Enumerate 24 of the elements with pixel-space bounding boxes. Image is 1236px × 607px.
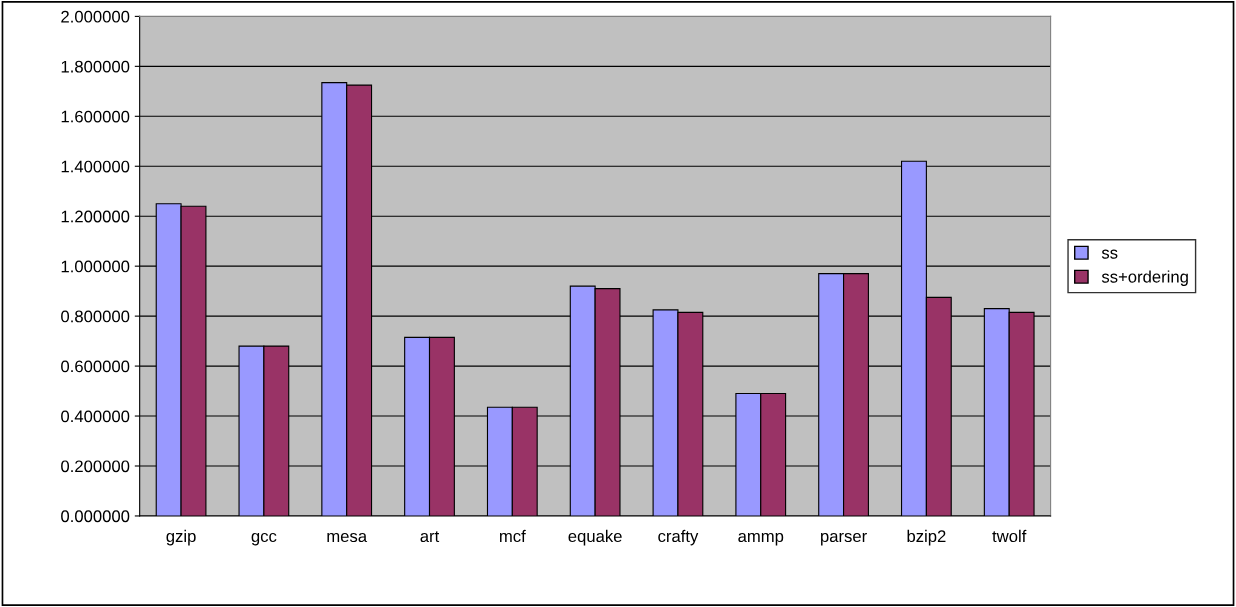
y-tick-label: 2.000000 bbox=[61, 10, 130, 23]
y-tick-label: 0.400000 bbox=[61, 410, 130, 423]
y-tick-label: 1.600000 bbox=[61, 110, 130, 123]
y-tick-label: 0.800000 bbox=[61, 310, 130, 323]
y-tick-label: 0.600000 bbox=[61, 360, 130, 373]
y-tick-label: 1.000000 bbox=[61, 260, 130, 273]
x-tick-label: crafty bbox=[658, 529, 699, 546]
x-tick-label: gcc bbox=[251, 532, 277, 546]
x-tick-label: mesa bbox=[327, 532, 368, 543]
x-tick-label: gzip bbox=[166, 529, 196, 546]
x-tick-label: equake bbox=[568, 529, 622, 546]
legend-label: ss bbox=[1101, 249, 1118, 259]
x-tick-label: twolf bbox=[992, 529, 1027, 543]
y-tick-label: 1.800000 bbox=[61, 60, 130, 73]
y-tick-label: 0.000000 bbox=[61, 510, 130, 523]
y-tick-label: 1.400000 bbox=[61, 160, 130, 173]
x-tick-label: ammp bbox=[738, 532, 784, 546]
x-tick-label: art bbox=[420, 531, 440, 543]
x-tick-label: parser bbox=[821, 532, 867, 546]
y-tick-label: 0.200000 bbox=[61, 460, 130, 473]
x-tick-label: mcf bbox=[500, 529, 526, 543]
legend-label: ss+ordering bbox=[1101, 270, 1188, 286]
y-tick-label: 1.200000 bbox=[61, 210, 130, 223]
x-tick-label: bzip2 bbox=[907, 529, 946, 546]
